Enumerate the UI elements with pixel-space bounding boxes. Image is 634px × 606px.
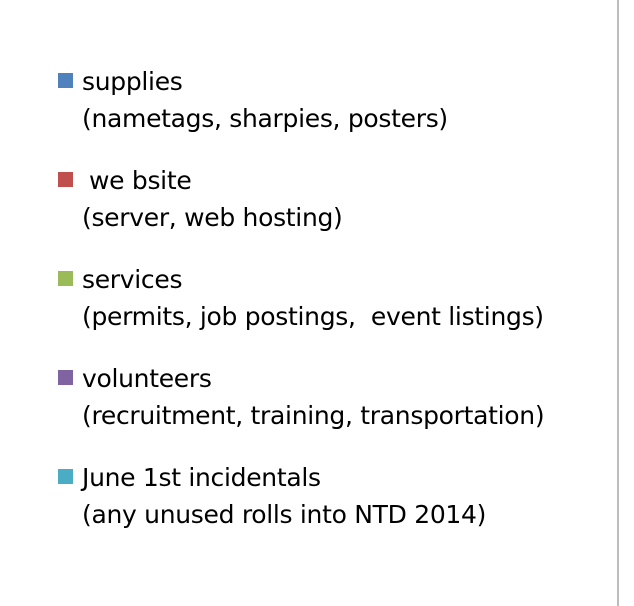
panel-right-border bbox=[617, 0, 619, 606]
legend-swatch-website bbox=[58, 172, 73, 187]
legend-detail-supplies: (nametags, sharpies, posters) bbox=[82, 104, 448, 133]
legend-label-incidentals: June 1st incidentals bbox=[82, 463, 321, 492]
legend-detail-volunteers: (recruitment, training, transportation) bbox=[82, 401, 545, 430]
legend-label-website: we bsite bbox=[89, 166, 192, 195]
legend-detail-incidentals: (any unused rolls into NTD 2014) bbox=[82, 500, 487, 529]
legend-swatch-supplies bbox=[58, 73, 73, 88]
legend-swatch-volunteers bbox=[58, 370, 73, 385]
legend-detail-website: (server, web hosting) bbox=[82, 203, 343, 232]
legend-swatch-services bbox=[58, 271, 73, 286]
legend-label-volunteers: volunteers bbox=[82, 364, 212, 393]
legend-label-services: services bbox=[82, 265, 183, 294]
legend-label-supplies: supplies bbox=[82, 67, 183, 96]
legend-swatch-incidentals bbox=[58, 469, 73, 484]
legend-detail-services: (permits, job postings, event listings) bbox=[82, 302, 544, 331]
